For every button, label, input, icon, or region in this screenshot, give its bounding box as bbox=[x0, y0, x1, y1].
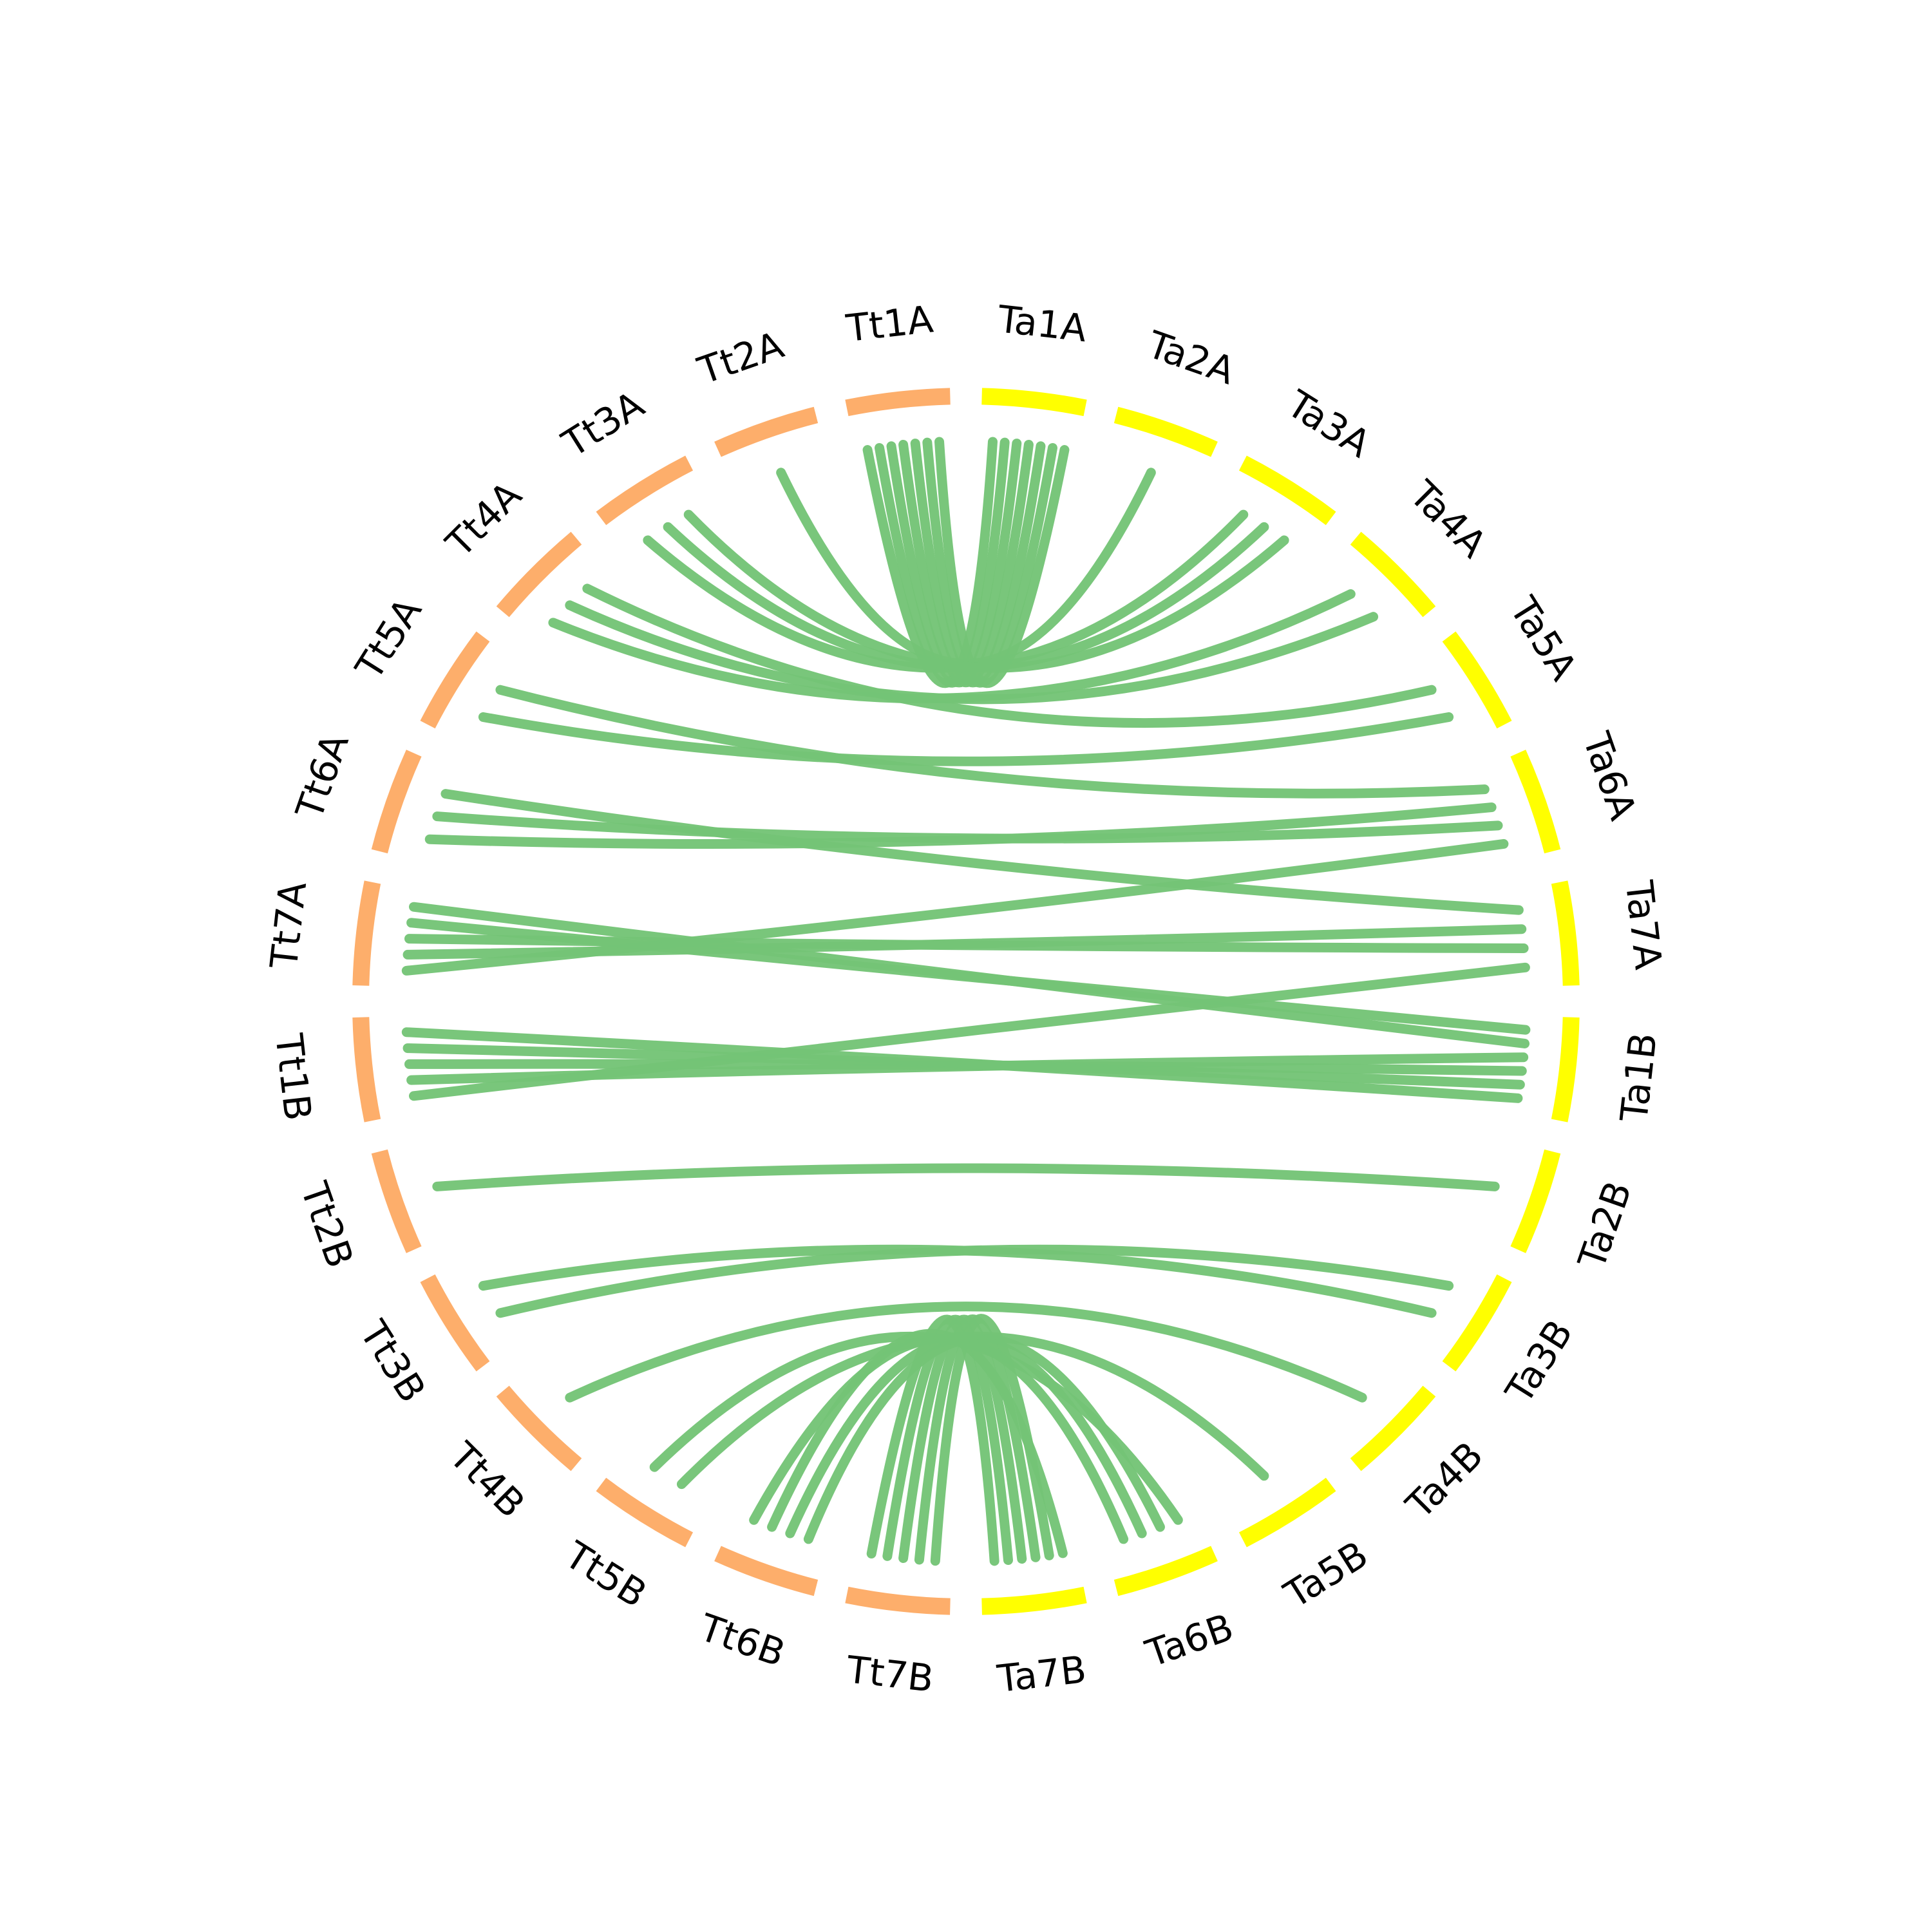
link-Tt2B-Ta2B bbox=[432, 1163, 1500, 1191]
link-Tt7A-Ta1B bbox=[408, 902, 1530, 1048]
link-Tt7B-Ta7B bbox=[866, 1314, 999, 1566]
chromosome-Tt5A bbox=[420, 631, 490, 729]
chromosome-Ta1A bbox=[981, 388, 1087, 417]
label-Tt6A: Tt6A bbox=[287, 728, 357, 825]
label-Ta6A: Ta6A bbox=[1574, 726, 1645, 826]
label-Ta6B: Ta6B bbox=[1140, 1605, 1239, 1676]
chromosome-Ta5A bbox=[1442, 631, 1512, 729]
chromosome-Tt7A bbox=[352, 880, 381, 986]
label-Ta3B: Ta3B bbox=[1497, 1312, 1582, 1412]
chromosome-Ta2B bbox=[1510, 1149, 1561, 1253]
label-Ta7B: Ta7B bbox=[994, 1647, 1088, 1701]
label-Ta2B: Ta2B bbox=[1569, 1176, 1640, 1275]
label-Ta7A: Ta7A bbox=[1617, 878, 1671, 972]
label-Tt3B: Tt3B bbox=[351, 1312, 435, 1410]
chromosome-Ta4A bbox=[1350, 531, 1436, 618]
chromosome-Ta7A bbox=[1551, 880, 1580, 986]
chromosome-Tt4B bbox=[496, 1385, 582, 1472]
link-Tt4B-Ta4B bbox=[565, 1302, 1367, 1403]
label-Tt7A: Tt7A bbox=[261, 879, 315, 971]
chromosome-Tt1A bbox=[845, 388, 951, 417]
link-Tt4A-Ta5A bbox=[582, 583, 1437, 728]
label-Ta4A: Ta4A bbox=[1401, 472, 1495, 567]
link-Tt5A-Ta5A bbox=[478, 712, 1454, 766]
link-Tt1A-Ta1A bbox=[934, 437, 1070, 688]
chromosome-Ta6B bbox=[1113, 1546, 1218, 1596]
label-Ta4B: Ta4B bbox=[1397, 1433, 1492, 1527]
chromosome-Ta7B bbox=[981, 1586, 1087, 1615]
chromosome-Tt6B bbox=[714, 1546, 819, 1596]
chromosome-Ta5B bbox=[1238, 1477, 1336, 1548]
chromosome-Tt6A bbox=[371, 750, 422, 854]
chromosome-Ta4B bbox=[1350, 1385, 1436, 1472]
chromosome-Ta2A bbox=[1113, 406, 1218, 457]
chromosome-Ta1B bbox=[1551, 1017, 1580, 1122]
link-Tt5A-Ta6A bbox=[495, 685, 1490, 799]
chromosome-Tt2A bbox=[714, 406, 819, 457]
label-Tt4B: Tt4B bbox=[440, 1434, 533, 1526]
chromosome-Ta6A bbox=[1510, 750, 1561, 854]
label-Tt1A: Tt1A bbox=[844, 297, 936, 350]
label-Tt5B: Tt5B bbox=[557, 1533, 654, 1616]
link-Tt6A-Ta7A bbox=[440, 789, 1524, 915]
label-Ta3A: Ta3A bbox=[1279, 381, 1378, 466]
chromosome-Tt1B bbox=[352, 1017, 381, 1122]
chromosome-Tt7B bbox=[845, 1586, 951, 1615]
chromosome-ring bbox=[352, 388, 1580, 1615]
label-Tt3A: Tt3A bbox=[554, 383, 652, 466]
label-Tt2B: Tt2B bbox=[292, 1176, 362, 1273]
chromosome-Tt2B bbox=[371, 1149, 422, 1253]
link-Tt3A-Ta3A bbox=[683, 509, 1289, 673]
chromosome-Ta3A bbox=[1238, 455, 1336, 526]
chromosome-Tt3A bbox=[596, 455, 694, 526]
label-Tt2A: Tt2A bbox=[692, 323, 790, 393]
label-Ta5B: Ta5B bbox=[1276, 1532, 1376, 1617]
chromosome-Ta3B bbox=[1442, 1274, 1512, 1372]
label-Ta5A: Ta5A bbox=[1501, 589, 1586, 688]
link-layer bbox=[401, 437, 1531, 1566]
label-Ta1A: Ta1A bbox=[995, 297, 1089, 350]
link-Tt1B-Ta1B bbox=[401, 1027, 1523, 1103]
label-Tt5A: Tt5A bbox=[346, 590, 430, 687]
label-Tt1B: Tt1B bbox=[267, 1031, 320, 1123]
link-Tt3B-Ta3B bbox=[478, 1244, 1437, 1318]
chromosome-Tt4A bbox=[496, 531, 582, 618]
chromosome-Tt5B bbox=[596, 1477, 694, 1548]
label-Ta1B: Ta1B bbox=[1612, 1030, 1665, 1124]
link-Tt4A-Ta4A bbox=[565, 600, 1379, 705]
label-Ta2A: Ta2A bbox=[1141, 322, 1240, 393]
label-Tt7B: Tt7B bbox=[844, 1647, 936, 1701]
label-Tt4A: Tt4A bbox=[437, 473, 530, 565]
label-Tt6B: Tt6B bbox=[694, 1605, 791, 1675]
chromosome-Tt3B bbox=[420, 1274, 490, 1372]
link-Tt6A-Ta6A bbox=[432, 811, 1503, 844]
